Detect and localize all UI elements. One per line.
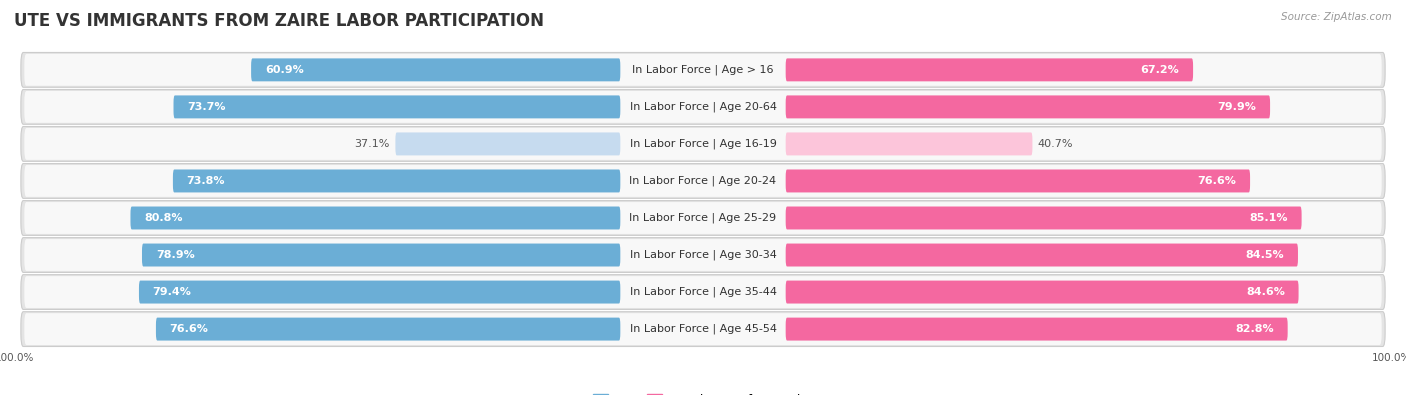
FancyBboxPatch shape [21, 53, 1385, 87]
FancyBboxPatch shape [21, 90, 1385, 124]
Text: 73.7%: 73.7% [187, 102, 226, 112]
FancyBboxPatch shape [24, 54, 1382, 86]
FancyBboxPatch shape [21, 275, 1385, 309]
FancyBboxPatch shape [24, 91, 1382, 123]
Text: In Labor Force | Age 20-24: In Labor Force | Age 20-24 [630, 176, 776, 186]
FancyBboxPatch shape [173, 96, 620, 118]
FancyBboxPatch shape [786, 244, 1298, 267]
Text: 60.9%: 60.9% [264, 65, 304, 75]
Text: 76.6%: 76.6% [1198, 176, 1236, 186]
Text: 79.9%: 79.9% [1218, 102, 1257, 112]
FancyBboxPatch shape [156, 318, 620, 340]
Text: 82.8%: 82.8% [1236, 324, 1274, 334]
Text: In Labor Force | Age 25-29: In Labor Force | Age 25-29 [630, 213, 776, 223]
Text: 76.6%: 76.6% [170, 324, 208, 334]
FancyBboxPatch shape [24, 313, 1382, 345]
Text: 84.6%: 84.6% [1246, 287, 1285, 297]
FancyBboxPatch shape [786, 280, 1299, 303]
FancyBboxPatch shape [395, 132, 620, 155]
Text: 78.9%: 78.9% [156, 250, 194, 260]
FancyBboxPatch shape [24, 165, 1382, 197]
FancyBboxPatch shape [21, 238, 1385, 273]
FancyBboxPatch shape [24, 202, 1382, 234]
Legend: Ute, Immigrants from Zaire: Ute, Immigrants from Zaire [593, 393, 813, 395]
FancyBboxPatch shape [24, 239, 1382, 271]
FancyBboxPatch shape [786, 58, 1194, 81]
FancyBboxPatch shape [21, 164, 1385, 198]
FancyBboxPatch shape [21, 126, 1385, 161]
FancyBboxPatch shape [131, 207, 620, 229]
FancyBboxPatch shape [786, 132, 1032, 155]
FancyBboxPatch shape [252, 58, 620, 81]
Text: In Labor Force | Age 16-19: In Labor Force | Age 16-19 [630, 139, 776, 149]
Text: In Labor Force | Age 20-64: In Labor Force | Age 20-64 [630, 102, 776, 112]
Text: 84.5%: 84.5% [1246, 250, 1284, 260]
Text: In Labor Force | Age > 16: In Labor Force | Age > 16 [633, 65, 773, 75]
Text: 79.4%: 79.4% [153, 287, 191, 297]
Text: In Labor Force | Age 30-34: In Labor Force | Age 30-34 [630, 250, 776, 260]
FancyBboxPatch shape [786, 169, 1250, 192]
Text: Source: ZipAtlas.com: Source: ZipAtlas.com [1281, 12, 1392, 22]
FancyBboxPatch shape [24, 276, 1382, 308]
Text: 85.1%: 85.1% [1250, 213, 1288, 223]
Text: 37.1%: 37.1% [354, 139, 389, 149]
FancyBboxPatch shape [786, 318, 1288, 340]
FancyBboxPatch shape [21, 201, 1385, 235]
Text: In Labor Force | Age 45-54: In Labor Force | Age 45-54 [630, 324, 776, 334]
FancyBboxPatch shape [139, 280, 620, 303]
FancyBboxPatch shape [173, 169, 620, 192]
FancyBboxPatch shape [786, 207, 1302, 229]
Text: 40.7%: 40.7% [1038, 139, 1073, 149]
FancyBboxPatch shape [24, 128, 1382, 160]
Text: 67.2%: 67.2% [1140, 65, 1180, 75]
Text: UTE VS IMMIGRANTS FROM ZAIRE LABOR PARTICIPATION: UTE VS IMMIGRANTS FROM ZAIRE LABOR PARTI… [14, 12, 544, 30]
Text: 80.8%: 80.8% [145, 213, 183, 223]
FancyBboxPatch shape [786, 96, 1270, 118]
FancyBboxPatch shape [21, 312, 1385, 346]
Text: 73.8%: 73.8% [187, 176, 225, 186]
Text: In Labor Force | Age 35-44: In Labor Force | Age 35-44 [630, 287, 776, 297]
FancyBboxPatch shape [142, 244, 620, 267]
